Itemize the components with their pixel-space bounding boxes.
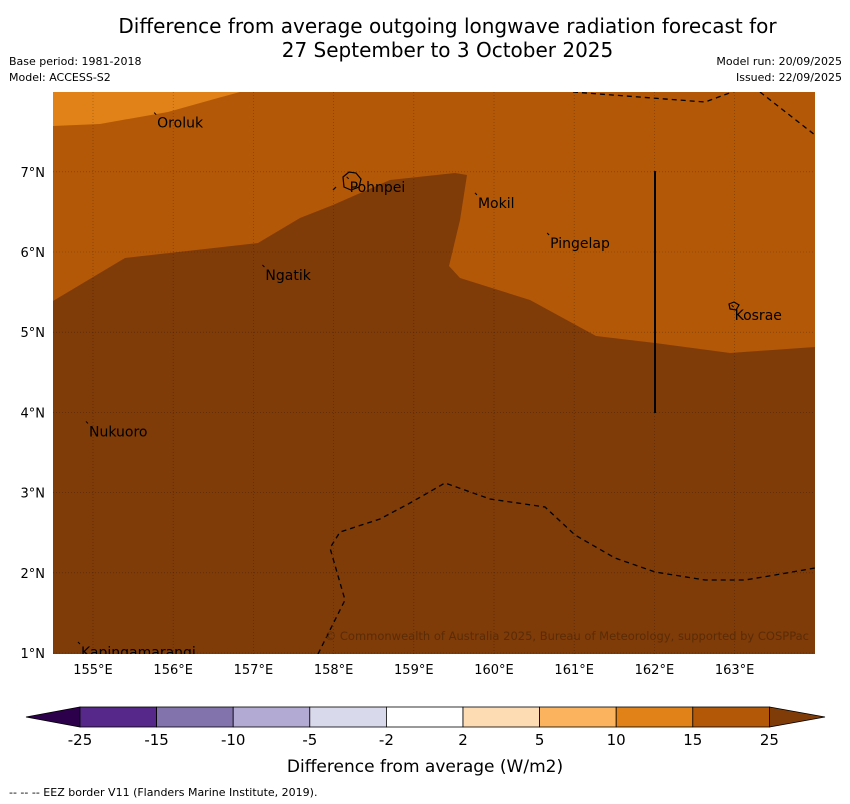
lat-tick-label: 4°N [21,406,46,421]
place-marker [153,112,157,116]
colorbar-label: Difference from average (W/m2) [287,757,563,777]
lon-tick-label: 155°E [73,663,113,678]
colorbar-tick-label: -2 [379,731,394,749]
place-marker [346,176,349,180]
colorbar-swatch [692,706,770,728]
lat-tick-label: 3°N [21,487,46,502]
colorbar-tick-label: 2 [458,731,468,749]
copyright-watermark: © Commonwealth of Australia 2025, Bureau… [325,629,809,643]
eez-credit: -- -- -- EEZ border V11 (Flanders Marine… [9,786,318,799]
colorbar-swatch [385,706,464,728]
anomaly-region-25-plus [53,173,815,654]
kosrae-island-outline [728,301,740,311]
place-marker [474,192,478,196]
colorbar-tick-label: 15 [683,731,702,749]
model-name: Model: ACCESS-S2 [9,71,111,84]
eez-borders [317,92,815,654]
base-period: Base period: 1981-2018 [9,55,142,68]
island-outlines [332,171,740,311]
lon-tick-label: 162°E [635,663,675,678]
title-line-1: Difference from average outgoing longwav… [118,14,777,38]
minor-islet-mark [332,186,337,191]
place-labels: Oroluk Pohnpei Mokil Pingelap Ngatik Kosrae Nu… [77,112,782,661]
colorbar-tick-label: 25 [760,731,779,749]
place-label-ngatik: Ngatik [265,268,311,284]
eez-border-northeast [759,92,815,136]
place-marker [262,264,265,268]
title-line-2: 27 September to 3 October 2025 [281,38,614,62]
issued-date: Issued: 22/09/2025 [735,71,842,84]
place-label-kapingamarangi: Kapingamarangi [81,645,196,661]
colorbar-swatch [462,706,540,728]
colorbar-tick-label: -5 [302,731,317,749]
colorbar: -25 -15 -10 -5 -2 2 5 10 15 25 [25,706,826,749]
run-info: Model run: 20/09/2025 Issued: 22/09/2025 [716,54,842,86]
lon-tick-label: 158°E [314,663,354,678]
place-label-pohnpei: Pohnpei [350,180,406,196]
lat-tick-label: 1°N [21,647,46,662]
colorbar-swatch [615,706,694,728]
colorbar-under-arrow [25,706,81,728]
anomaly-region-10-15 [53,92,240,126]
model-run: Model run: 20/09/2025 [716,55,842,68]
colorbar-tick-label: -10 [221,731,246,749]
place-marker [85,421,89,424]
place-label-pingelap: Pingelap [550,236,610,252]
lon-tick-label: 161°E [554,663,594,678]
eez-border-south [317,482,815,654]
place-label-oroluk: Oroluk [157,116,204,132]
colorbar-swatch [232,706,311,728]
lat-tick-label: 5°N [21,326,46,341]
colorbar-swatch [309,706,387,728]
colorbar-tick-label: 5 [535,731,545,749]
model-info: Base period: 1981-2018 Model: ACCESS-S2 [9,54,141,86]
colorbar-over-arrow [769,706,826,728]
colorbar-tick-label: 10 [607,731,626,749]
place-label-kosrae: Kosrae [735,308,782,324]
lon-tick-label: 156°E [153,663,193,678]
eez-border-north [572,92,735,103]
colorbar-tick-label: -25 [68,731,93,749]
lon-tick-label: 159°E [394,663,434,678]
chart-title: Difference from average outgoing longwav… [0,14,850,62]
colorbar-swatch [79,706,157,728]
colorbar-tick-label: -15 [144,731,169,749]
lon-tick-label: 157°E [234,663,274,678]
place-label-nukuoro: Nukuoro [89,424,147,440]
lon-tick-label: 160°E [474,663,514,678]
pohnpei-island-outline [342,171,362,191]
lat-tick-label: 7°N [21,166,46,181]
axis-tick-labels: 155°E 156°E 157°E 158°E 159°E 160°E 161°E 162°E… [21,166,755,678]
lat-tick-label: 2°N [21,567,46,582]
lat-tick-label: 6°N [21,246,46,261]
place-label-mokil: Mokil [478,196,515,212]
colorbar-swatch [539,706,617,728]
place-marker [546,232,550,236]
place-marker [77,641,81,645]
place-marker [731,304,734,308]
lon-tick-label: 163°E [715,663,755,678]
colorbar-swatch [156,706,234,728]
